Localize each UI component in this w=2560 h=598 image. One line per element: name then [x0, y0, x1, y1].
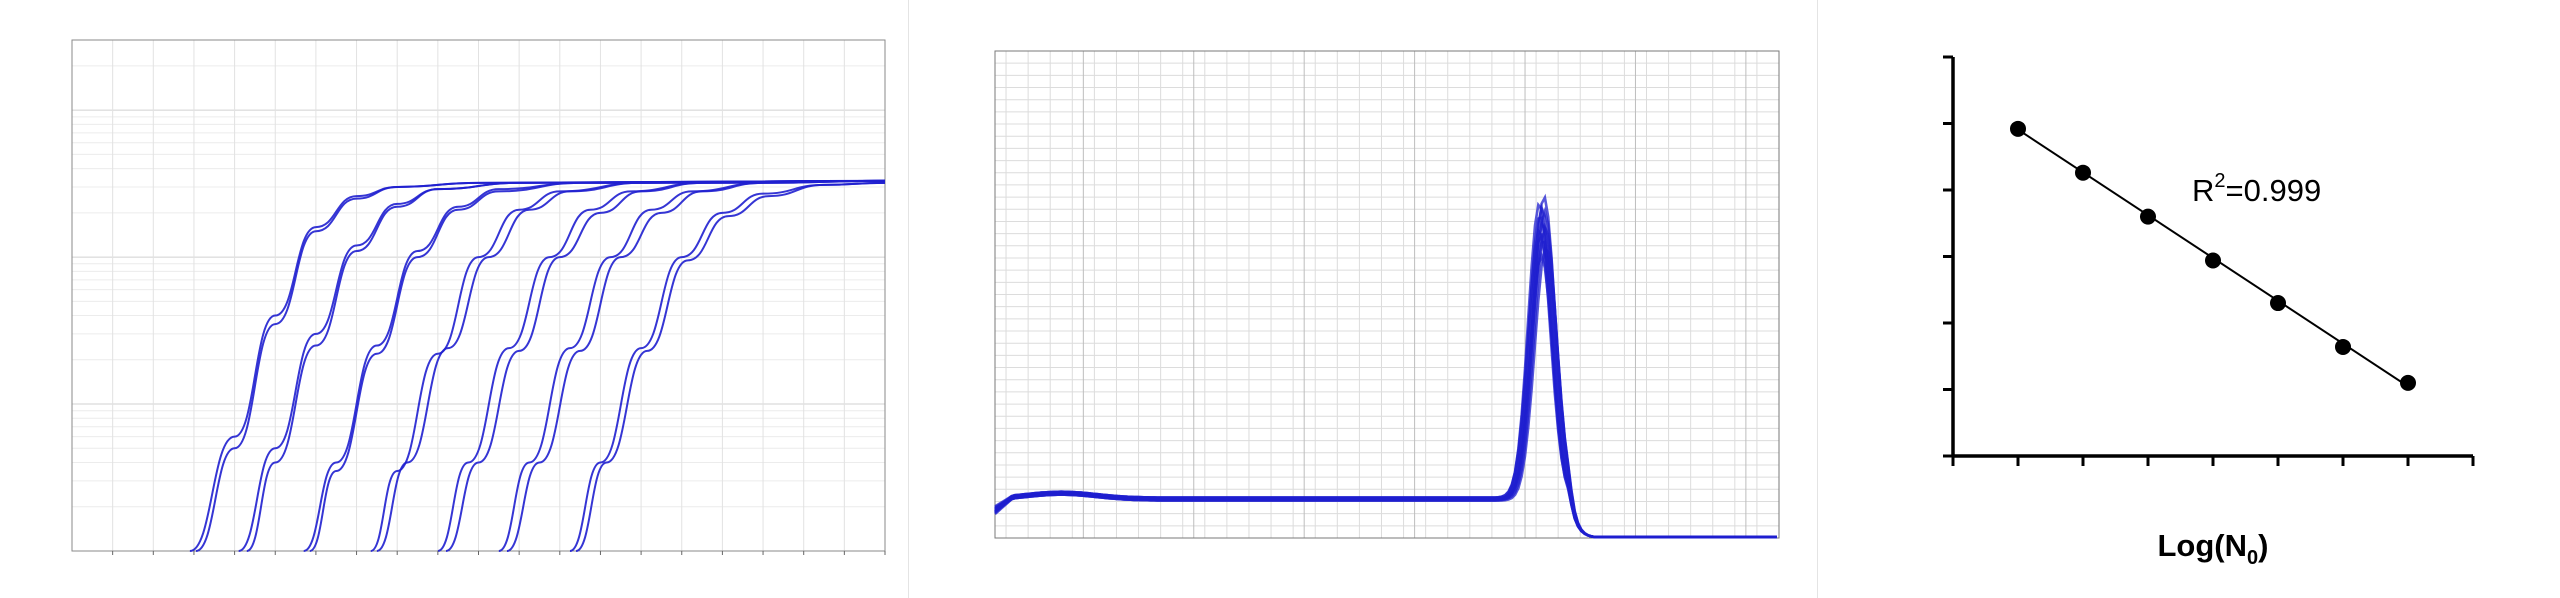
melt-curve-2 [994, 202, 1777, 539]
amplification-curve-13 [569, 181, 886, 552]
amplification-curve-4 [246, 179, 886, 552]
data-point-5 [2270, 295, 2286, 312]
melt-curve-8 [994, 240, 1777, 539]
amplification-plot-panel [0, 0, 905, 598]
amplification-curve-2 [195, 179, 886, 552]
melt-curve-1 [994, 201, 1777, 539]
plot-frame [994, 50, 1780, 539]
melt-curve-plot-panel [908, 0, 1818, 598]
melt-curve-12 [994, 228, 1777, 539]
data-point-3 [2140, 208, 2156, 225]
data-point-1 [2010, 120, 2026, 137]
data-point-2 [2075, 164, 2091, 181]
amplification-curve-11 [498, 179, 886, 552]
amplification-curve-1 [189, 179, 886, 552]
r-squared-label: R2=0.999 [2192, 170, 2321, 208]
amplification-curve-7 [370, 179, 886, 552]
melt-curve-3 [994, 206, 1777, 539]
melt-curve-9 [994, 245, 1777, 539]
amplification-curve-3 [238, 179, 886, 552]
data-point-7 [2400, 374, 2416, 391]
standard-curve-plot: R2=0.999 Log(N0) [1943, 55, 2475, 569]
amplification-curve-12 [506, 179, 886, 552]
data-point-4 [2205, 252, 2221, 269]
amplification-curve-5 [303, 179, 886, 552]
melt-curve-plot [994, 50, 1780, 539]
amplification-plot [71, 39, 886, 555]
data-point-6 [2335, 338, 2351, 355]
amplification-curve-14 [575, 181, 886, 552]
amplification-curve-8 [376, 179, 886, 552]
amplification-curve-9 [437, 179, 886, 552]
amplification-curve-6 [309, 179, 886, 552]
melt-curve-7 [994, 232, 1777, 539]
amplification-curve-10 [445, 179, 886, 552]
x-axis-label: Log(N0) [2158, 528, 2269, 569]
standard-curve-panel: R2=0.999 Log(N0) [1818, 0, 2560, 598]
melt-curve-5 [994, 221, 1777, 539]
melt-curve-6 [994, 222, 1777, 539]
